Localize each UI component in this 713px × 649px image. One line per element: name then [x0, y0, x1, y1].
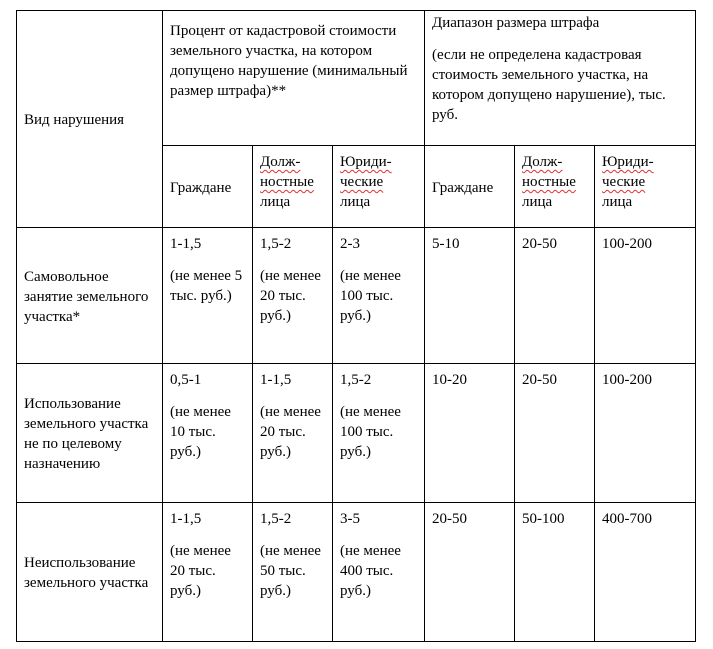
header-percent-group: Процент от кадастровой стоимости земельн… [162, 10, 425, 146]
range-citizens-cell: 5-10 [424, 227, 515, 364]
subheader-row: Граждане Долж-ностные лица Юриди-ческие ли… [17, 145, 696, 228]
header-row: Вид нарушения Процент от кадастровой сто… [16, 10, 696, 228]
range-legal-cell: 100-200 [594, 363, 696, 503]
violation-cell: Использование земельного участка не по ц… [16, 363, 163, 503]
header-range-legal: Юриди-ческие лица [594, 145, 696, 228]
header-pct-legal: Юриди-ческие лица [332, 145, 425, 228]
header-range-citizens: Граждане [424, 145, 515, 228]
header-range-group: Диапазон размера штрафа (если не определ… [424, 10, 696, 146]
fines-table: Вид нарушения Процент от кадастровой сто… [16, 10, 696, 642]
pct-citizens-cell: 1-1,5 (не менее 5 тыс. руб.) [162, 227, 253, 364]
range-group-note: (если не определена кадастровая стоимост… [432, 47, 666, 123]
pct-officials-cell: 1-1,5 (не менее 20 тыс. руб.) [252, 363, 333, 503]
table-row: Неиспользование земельного участка 1-1,5… [16, 502, 696, 642]
pct-officials-cell: 1,5-2 (не менее 20 тыс. руб.) [252, 227, 333, 364]
range-citizens-cell: 10-20 [424, 363, 515, 503]
pct-legal-cell: 3-5 (не менее 400 тыс. руб.) [332, 502, 425, 642]
range-officials-cell: 50-100 [514, 502, 595, 642]
pct-citizens-cell: 0,5-1 (не менее 10 тыс. руб.) [162, 363, 253, 503]
range-officials-cell: 20-50 [514, 227, 595, 364]
header-violation-type: Вид нарушения [16, 10, 163, 228]
range-legal-cell: 100-200 [594, 227, 696, 364]
table-row: Самовольное занятие земельного участка* … [16, 227, 696, 364]
pct-legal-cell: 2-3 (не менее 100 тыс. руб.) [332, 227, 425, 364]
range-group-title: Диапазон размера штрафа [432, 15, 600, 31]
pct-citizens-cell: 1-1,5 (не менее 20 тыс. руб.) [162, 502, 253, 642]
violation-cell: Самовольное занятие земельного участка* [16, 227, 163, 364]
range-legal-cell: 400-700 [594, 502, 696, 642]
pct-legal-cell: 1,5-2 (не менее 100 тыс. руб.) [332, 363, 425, 503]
header-pct-officials: Долж-ностные лица [252, 145, 333, 228]
range-citizens-cell: 20-50 [424, 502, 515, 642]
violation-cell: Неиспользование земельного участка [16, 502, 163, 642]
range-officials-cell: 20-50 [514, 363, 595, 503]
header-range-officials: Долж-ностные лица [514, 145, 595, 228]
pct-officials-cell: 1,5-2 (не менее 50 тыс. руб.) [252, 502, 333, 642]
table-row: Использование земельного участка не по ц… [16, 363, 696, 503]
header-pct-citizens: Граждане [162, 145, 253, 228]
